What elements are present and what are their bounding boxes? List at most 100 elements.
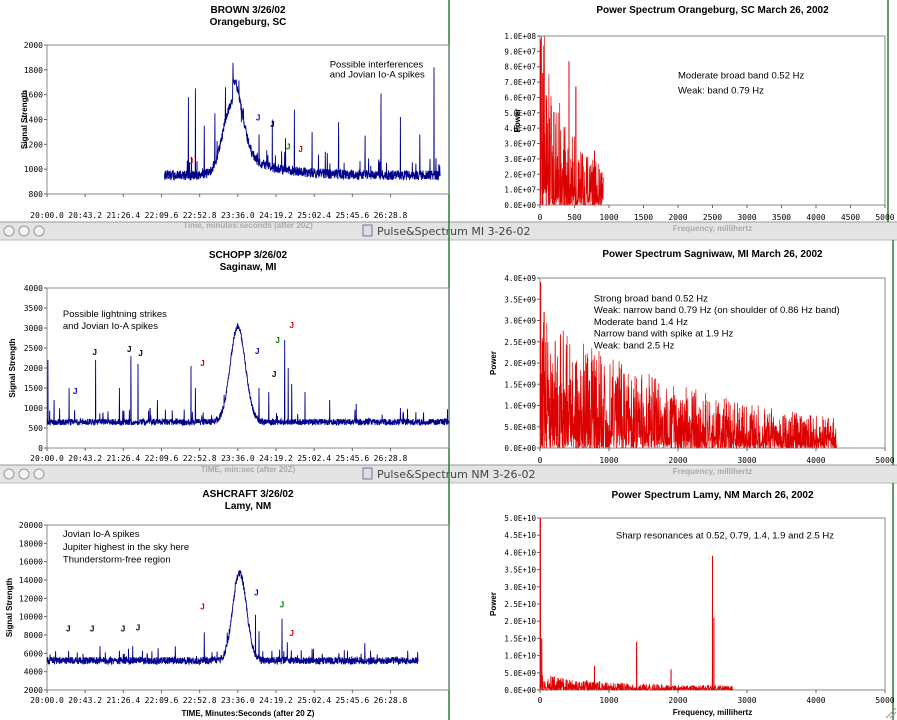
close-button[interactable]: [3, 225, 15, 237]
x-tick-label: 23:36.0: [221, 211, 255, 220]
io-a-marker: J: [255, 347, 259, 356]
minimize-button[interactable]: [18, 225, 30, 237]
x-tick-label: 22:52.8: [183, 696, 217, 705]
zoom-button[interactable]: [33, 468, 45, 480]
x-axis-label: Frequency, millihertz: [673, 224, 752, 233]
io-a-marker: J: [280, 601, 284, 610]
y-tick-label: 7.0E+07: [504, 78, 536, 87]
y-tick-label: 1400: [24, 116, 43, 125]
annotation: Weak: band 0.79 Hz: [678, 85, 764, 96]
x-tick-label: 3000: [737, 456, 756, 465]
io-a-marker: J: [138, 349, 142, 358]
zoom-button[interactable]: [33, 225, 45, 237]
x-tick-label: 20:00.0: [30, 454, 64, 463]
y-tick-label: 800: [29, 190, 44, 199]
y-tick-label: 18000: [19, 539, 43, 548]
y-tick-label: 4.0E+07: [504, 124, 536, 133]
x-tick-label: 20:43.2: [68, 211, 102, 220]
chart-subtitle: Orangeburg, SC: [210, 17, 287, 28]
x-tick-label: 2000: [668, 696, 687, 705]
y-tick-label: 10000: [19, 613, 43, 622]
y-tick-label: 4000: [24, 284, 43, 293]
annotation: Possible lightning strikes: [63, 309, 167, 320]
y-tick-label: 3.0E+09: [504, 317, 536, 326]
y-tick-label: 4.0E+09: [504, 274, 536, 283]
spectrum-chart: Power Spectrum Lamy, NM March 26, 2002 Po…: [489, 490, 895, 717]
x-tick-label: 3000: [737, 696, 756, 705]
spectrum-line: [539, 35, 604, 207]
close-button[interactable]: [3, 468, 15, 480]
x-tick-label: 25:45.6: [335, 211, 369, 220]
y-tick-label: 500: [29, 424, 44, 433]
x-tick-label: 2500: [703, 213, 722, 222]
x-tick-label: 4000: [806, 213, 825, 222]
io-a-marker: J: [270, 120, 274, 129]
x-tick-label: 25:02.4: [297, 454, 331, 463]
y-tick-label: 0.0E+00: [504, 201, 536, 210]
y-tick-label: 2.0E+10: [504, 617, 536, 626]
x-tick-label: 26:28.8: [374, 696, 408, 705]
spectrum-line: [539, 517, 734, 692]
resize-grip[interactable]: [885, 707, 897, 719]
y-tick-label: 8000: [24, 631, 43, 640]
document-icon: [362, 467, 373, 480]
y-tick-label: 5.0E+09: [504, 669, 536, 678]
x-tick-label: 2000: [668, 456, 687, 465]
y-tick-label: 1000: [24, 165, 43, 174]
window-title: Pulse&Spectrum NM 3-26-02: [377, 468, 536, 481]
io-a-marker: J: [290, 321, 294, 330]
annotation: Moderate band 1.4 Hz: [594, 317, 688, 328]
annotation: Weak: band 2.5 Hz: [594, 341, 675, 352]
io-a-marker: J: [298, 145, 302, 154]
y-tick-label: 14000: [19, 576, 43, 585]
annotation: and Jovian Io-A spikes: [330, 69, 425, 80]
y-tick-label: 1000: [24, 404, 43, 413]
x-tick-label: 0: [538, 696, 543, 705]
io-a-marker: J: [286, 142, 290, 151]
y-axis-label: Signal Strength: [20, 90, 29, 149]
y-tick-label: 3.0E+10: [504, 583, 536, 592]
io-a-marker: J: [66, 624, 70, 633]
x-tick-label: 22:52.8: [183, 211, 217, 220]
y-tick-label: 4.0E+10: [504, 548, 536, 557]
y-tick-label: 1.0E+09: [504, 402, 536, 411]
x-tick-label: 24:19.2: [259, 696, 293, 705]
x-axis-label: TIME, min:sec (after 20Z): [201, 465, 296, 474]
x-tick-label: 5000: [875, 696, 894, 705]
y-tick-label: 4.5E+10: [504, 531, 536, 540]
io-a-marker: J: [254, 589, 258, 598]
x-tick-label: 22:09.6: [145, 454, 179, 463]
annotation: Jupiter highest in the sky here: [63, 542, 189, 553]
y-tick-label: 1500: [24, 384, 43, 393]
y-tick-label: 3500: [24, 304, 43, 313]
spectrum-chart: Power Spectrum Sagniwaw, MI March 26, 20…: [489, 249, 895, 476]
y-tick-label: 5.0E+10: [504, 514, 536, 523]
annotation: Sharp resonances at 0.52, 0.79, 1.4, 1.9…: [616, 531, 834, 542]
io-a-marker: J: [200, 359, 204, 368]
x-tick-label: 20:00.0: [30, 211, 64, 220]
y-tick-label: 2000: [24, 686, 43, 695]
chart-title: BROWN 3/26/02: [210, 5, 285, 16]
y-tick-label: 3.0E+07: [504, 140, 536, 149]
y-tick-label: 2000: [24, 364, 43, 373]
io-a-marker: J: [92, 348, 96, 357]
chart-title: Power Spectrum Sagniwaw, MI March 26, 20…: [602, 249, 823, 260]
spectrum-line: [539, 282, 837, 450]
y-tick-label: 16000: [19, 558, 43, 567]
x-tick-label: 3000: [737, 213, 756, 222]
x-tick-label: 23:36.0: [221, 696, 255, 705]
x-tick-label: 1000: [599, 456, 618, 465]
window-title: Pulse&Spectrum MI 3-26-02: [377, 225, 531, 238]
y-tick-label: 1200: [24, 140, 43, 149]
minimize-button[interactable]: [18, 468, 30, 480]
chart-title: Power Spectrum Lamy, NM March 26, 2002: [611, 490, 814, 501]
y-tick-label: 12000: [19, 594, 43, 603]
plot-area: [46, 524, 450, 691]
y-tick-label: 1.0E+08: [504, 32, 536, 41]
x-tick-label: 5000: [875, 213, 894, 222]
x-tick-label: 1000: [599, 213, 618, 222]
chart-title: Power Spectrum Orangeburg, SC March 26, …: [596, 5, 829, 16]
y-tick-label: 6000: [24, 649, 43, 658]
io-a-marker: J: [189, 157, 193, 166]
